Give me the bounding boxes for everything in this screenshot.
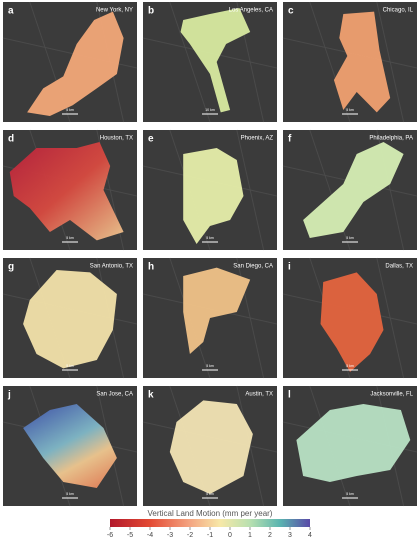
scale-label: 5 km [206, 236, 214, 240]
panel-letter: l [288, 390, 291, 401]
scale-label: 5 km [346, 364, 354, 368]
panel-letter: i [288, 262, 291, 273]
map-panel: g San Antonio, TX 5 km [2, 257, 138, 379]
map-panel: b Los Angeles, CA 10 km [142, 1, 278, 123]
panel-letter: e [148, 134, 154, 145]
map-panel: e Phoenix, AZ 5 km [142, 129, 278, 251]
map-panel: c Chicago, IL 5 km [282, 1, 418, 123]
city-name: New York, NY [96, 8, 133, 14]
scale-label: 5 km [66, 364, 74, 368]
colorbar-tick-label: 0 [228, 532, 232, 539]
city-name: Dallas, TX [385, 264, 413, 270]
panel-letter: c [288, 6, 294, 17]
city-name: Chicago, IL [383, 8, 414, 14]
map-panel: j San Jose, CA 5 km [2, 385, 138, 507]
scale-label: 5 km [346, 236, 354, 240]
colorbar-tick-label: 4 [308, 532, 312, 539]
city-motion-area [303, 142, 404, 238]
scale-label: 5 km [66, 108, 74, 112]
panel-letter: d [8, 134, 14, 145]
panel-letter: g [8, 262, 14, 273]
map-panel: d Houston, TX 5 km [2, 129, 138, 251]
panel-letter: b [148, 6, 154, 17]
city-name: Jacksonville, FL [370, 392, 413, 398]
colorbar-tick-label: -4 [147, 532, 153, 539]
map-panel: k Austin, TX 5 km [142, 385, 278, 507]
scale-label: 5 km [206, 492, 214, 496]
city-name: Philadelphia, PA [369, 136, 413, 142]
colorbar-tick-label: -1 [207, 532, 213, 539]
colorbar-tick-label: -5 [127, 532, 133, 539]
scale-label: 5 km [346, 108, 354, 112]
city-motion-area [9, 142, 124, 241]
scale-label: 5 km [66, 492, 74, 496]
map-panel: i Dallas, TX 5 km [282, 257, 418, 379]
panel-letter: f [288, 134, 292, 145]
scale-label: 5 km [66, 236, 74, 240]
city-name: San Jose, CA [96, 392, 133, 398]
city-motion-area [169, 400, 253, 494]
colorbar-title: Vertical Land Motion (mm per year) [148, 509, 273, 518]
colorbar-tick-label: 2 [268, 532, 272, 539]
city-motion-area [320, 272, 384, 372]
city-motion-area [183, 148, 244, 244]
colorbar-tick-label: 1 [248, 532, 252, 539]
map-panel: l Jacksonville, FL 5 km [282, 385, 418, 507]
map-panel: h San Diego, CA 5 km [142, 257, 278, 379]
city-name: Phoenix, AZ [241, 136, 274, 142]
panel-letter: h [148, 262, 154, 273]
city-name: Houston, TX [100, 136, 133, 142]
scale-label: 10 km [205, 108, 215, 112]
city-name: Los Angeles, CA [229, 8, 273, 14]
city-name: San Diego, CA [233, 264, 273, 270]
panel-letter: a [8, 6, 14, 17]
city-motion-area [27, 11, 124, 117]
scale-label: 5 km [346, 492, 354, 496]
map-panel: f Philadelphia, PA 5 km [282, 129, 418, 251]
city-motion-area [333, 11, 391, 113]
city-motion-area [23, 270, 117, 369]
panel-letter: k [148, 390, 154, 401]
city-motion-area [296, 404, 411, 482]
city-motion-area [23, 404, 117, 488]
scale-label: 5 km [206, 364, 214, 368]
city-motion-area [183, 267, 251, 354]
city-motion-area [180, 8, 251, 113]
city-name: Austin, TX [245, 392, 273, 398]
panel-letter: j [7, 390, 11, 401]
colorbar-tick-label: -6 [107, 532, 113, 539]
colorbar-tick-label: -2 [187, 532, 193, 539]
map-panel: a New York, NY 5 km [2, 1, 138, 123]
colorbar [110, 519, 310, 527]
colorbar-tick-label: 3 [288, 532, 292, 539]
colorbar-tick-label: -3 [167, 532, 173, 539]
city-name: San Antonio, TX [90, 264, 133, 270]
